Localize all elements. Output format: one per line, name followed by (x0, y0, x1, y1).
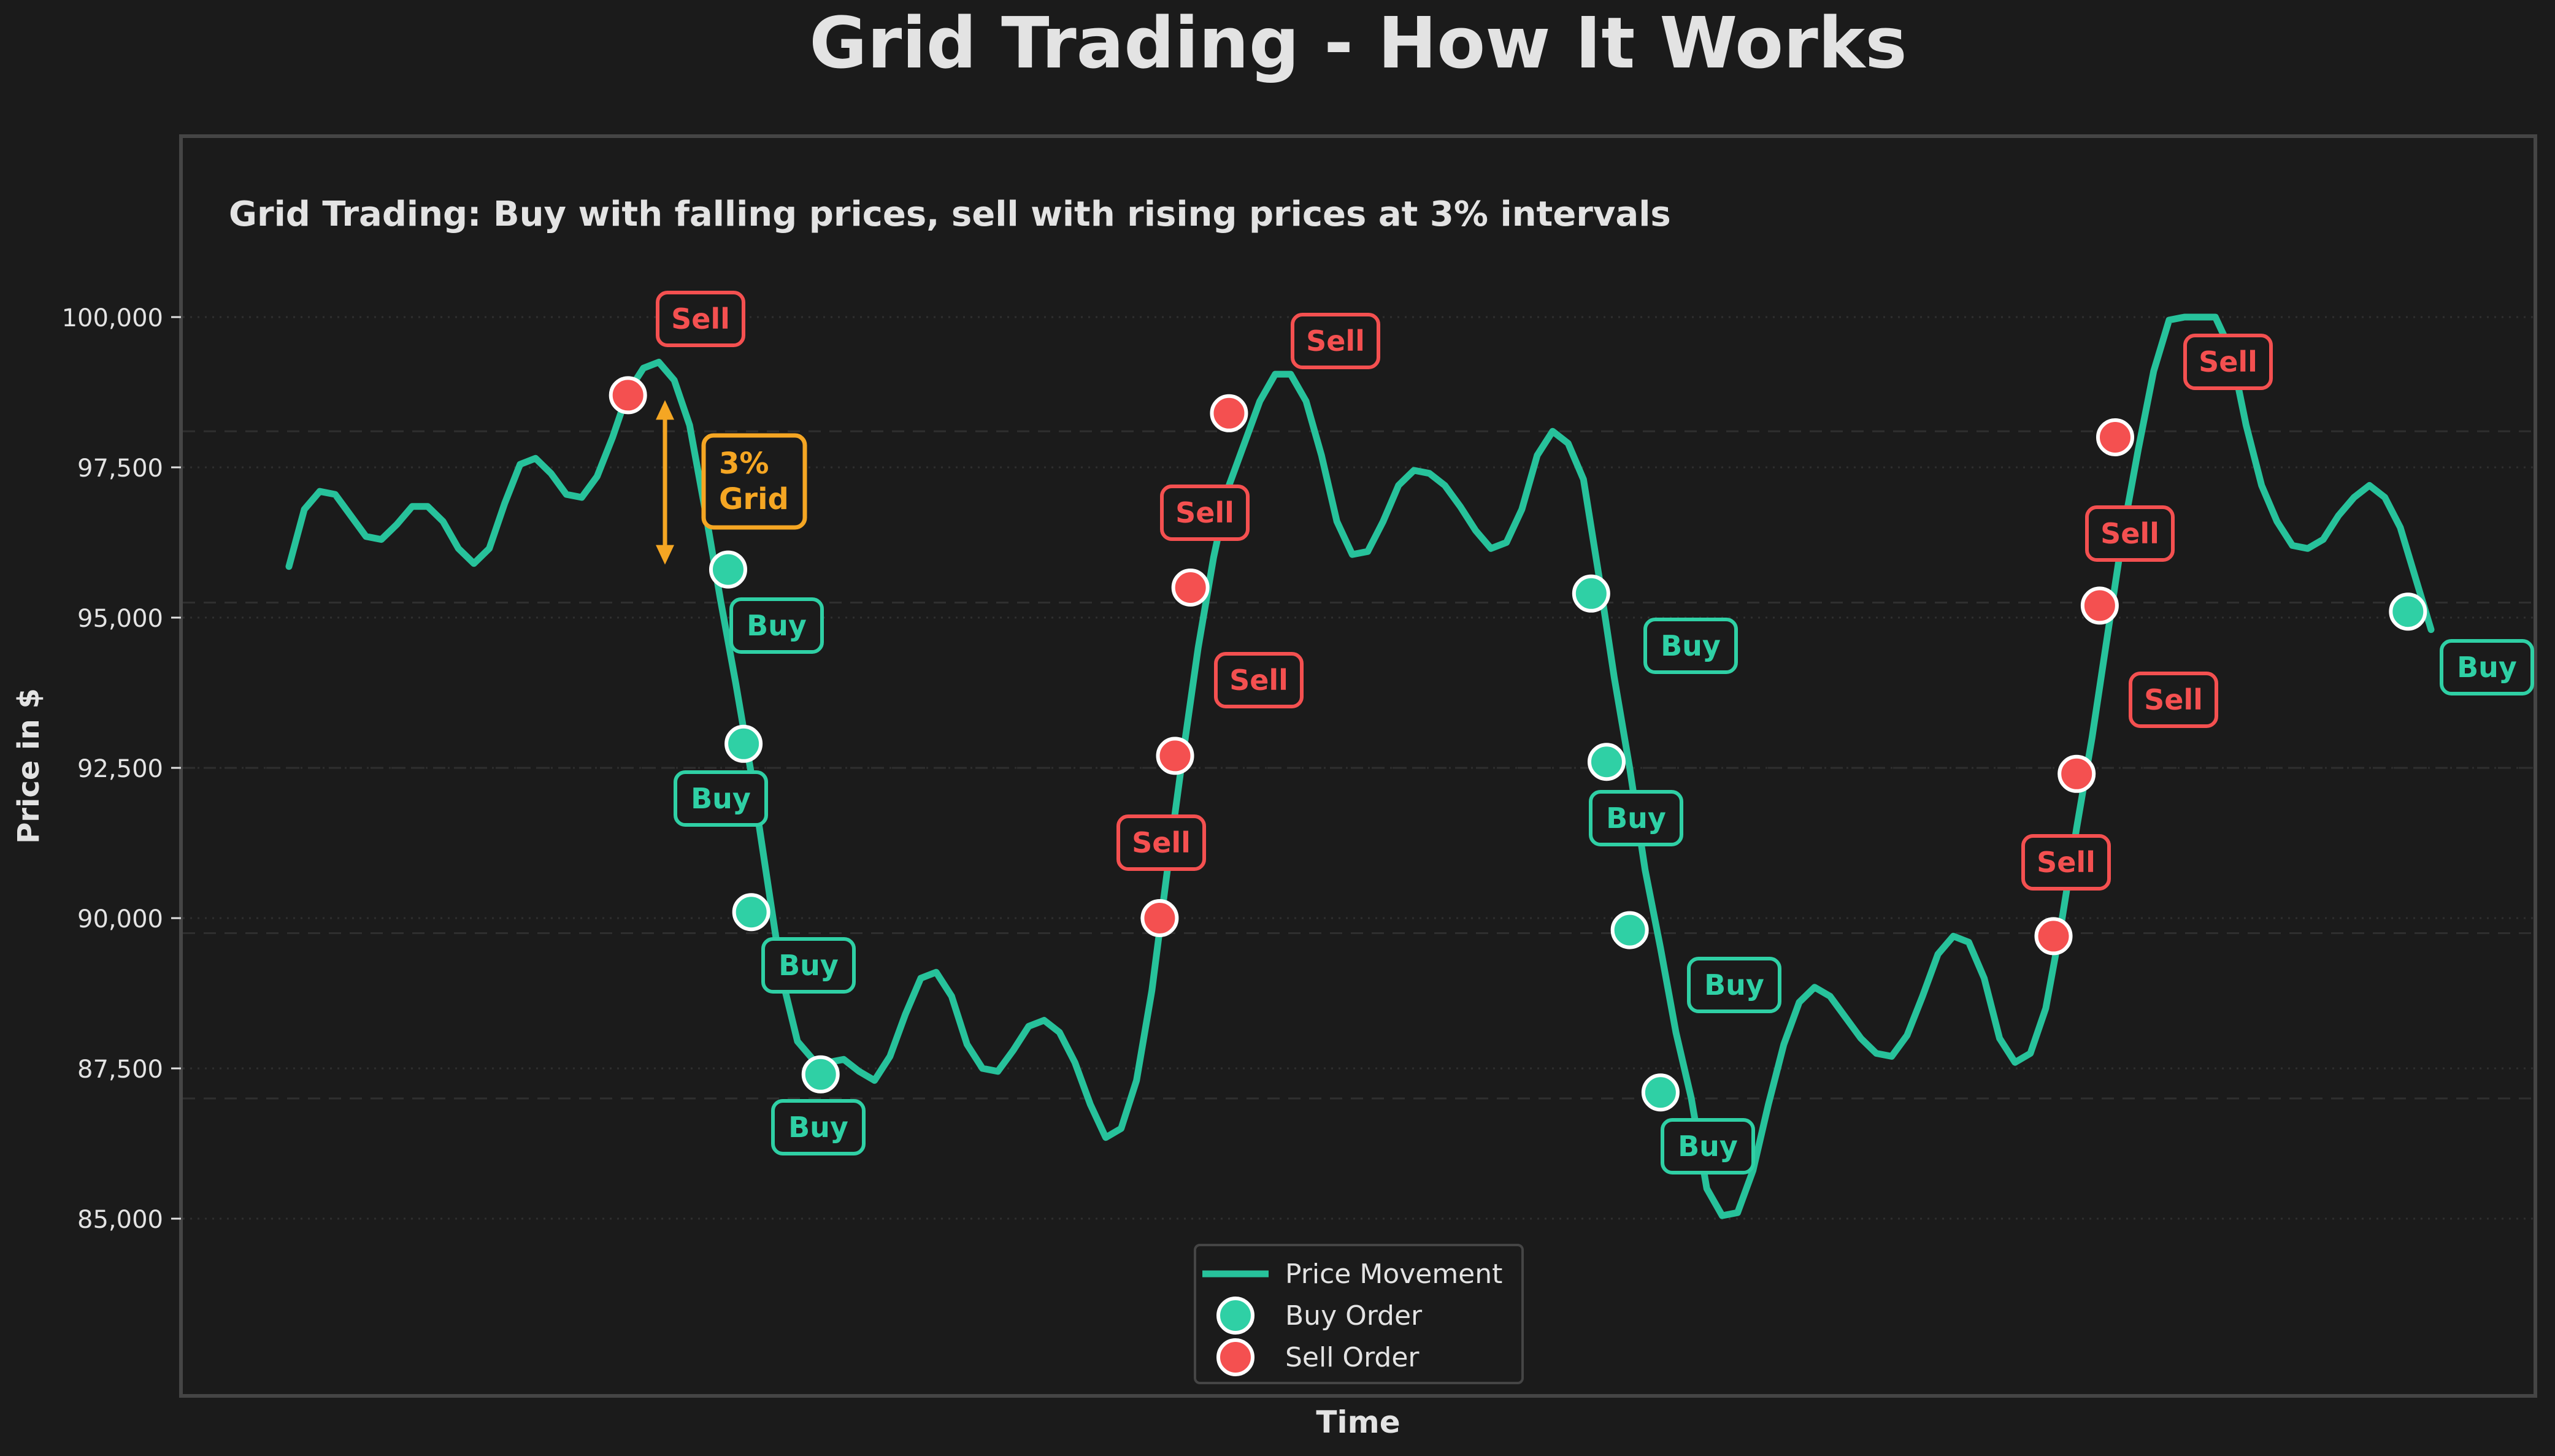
buy-order-label-text: Buy (778, 949, 839, 982)
sell-order-label-text: Sell (2100, 517, 2159, 550)
sell-order-marker (1156, 737, 1194, 775)
buy-order-label-box (761, 937, 856, 994)
legend-frame (1194, 1244, 1524, 1384)
y-tick-label: 85,000 (77, 1206, 163, 1234)
legend-label: Buy Order (1285, 1300, 1423, 1331)
sell-order-label-box (2021, 834, 2111, 891)
grid-arrow-head-top (656, 400, 674, 420)
buy-order-marker (1610, 911, 1649, 949)
buy-order-marker (1641, 1073, 1680, 1112)
buy-order-label-text: Buy (691, 782, 751, 815)
grid-annotation-text: 3% (719, 446, 769, 481)
sell-order-marker (1140, 899, 1179, 937)
grid-annotation-box (701, 433, 807, 530)
legend-swatch-marker (1216, 1338, 1254, 1376)
buy-order-marker (1572, 574, 1610, 613)
sell-order-label-box (656, 291, 745, 347)
sell-order-marker (2034, 917, 2073, 956)
y-axis-label: Price in $ (12, 688, 46, 844)
buy-order-label-box (674, 770, 768, 827)
sell-order-marker (2096, 418, 2134, 456)
buy-order-label-box (2440, 639, 2534, 695)
buy-order-label-box (729, 597, 824, 654)
y-tick-label: 100,000 (62, 304, 163, 332)
buy-order-label-box (771, 1099, 866, 1155)
buy-order-marker (724, 724, 763, 763)
sell-order-label-box (1291, 313, 1380, 369)
buy-order-label-box (1687, 957, 1781, 1013)
buy-order-label-text: Buy (2457, 651, 2517, 684)
sell-order-marker (2057, 754, 2096, 793)
sell-order-label-box (1214, 652, 1304, 708)
plot-area (179, 134, 2537, 1398)
buy-order-marker (1587, 743, 1626, 781)
sell-order-label-text: Sell (2144, 683, 2203, 716)
buy-order-label-text: Buy (1678, 1130, 1738, 1163)
sell-order-label-box (2085, 505, 2175, 562)
sell-order-label-text: Sell (1306, 324, 1365, 358)
sell-order-label-box (2129, 672, 2218, 728)
buy-order-label-box (1643, 618, 1738, 674)
grid-annotation-text: Grid (719, 482, 789, 516)
figure-title: Grid Trading - How It Works (809, 2, 1907, 85)
sell-order-label-box (1116, 814, 1206, 871)
order-markers (609, 376, 2427, 1112)
buy-order-label-text: Buy (1704, 968, 1764, 1002)
sell-order-label-text: Sell (2199, 345, 2257, 378)
order-labels: Buy Buy Buy Buy Buy Buy Buy Buy Buy Sell Sell Sell S… (656, 291, 2534, 1174)
y-tick-label: 97,500 (77, 454, 163, 483)
sell-order-label-text: Sell (1175, 496, 1234, 529)
buy-order-marker (801, 1055, 840, 1094)
legend: Price Movement Buy Order Sell Order (1194, 1244, 1524, 1384)
legend-label: Price Movement (1285, 1259, 1502, 1290)
sell-order-marker (2080, 586, 2119, 625)
buy-order-marker (2389, 592, 2427, 631)
y-tick-label: 90,000 (77, 905, 163, 933)
chart-title: Grid Trading: Buy with falling prices, s… (229, 194, 1671, 234)
buy-order-label-text: Buy (747, 609, 807, 642)
x-axis-label: Time (1316, 1404, 1400, 1440)
sell-order-label-box (1160, 485, 1250, 541)
buy-order-label-box (1661, 1118, 1755, 1174)
grid-annotation: 3%Grid (656, 400, 807, 565)
legend-swatch-marker (1216, 1297, 1254, 1335)
sell-order-label-text: Sell (1229, 664, 1288, 697)
buy-order-label-text: Buy (1606, 802, 1666, 835)
buy-order-label-box (1589, 790, 1683, 846)
sell-order-label-text: Sell (2037, 846, 2096, 879)
buy-order-label-text: Buy (788, 1111, 848, 1144)
buy-order-marker (709, 550, 747, 589)
sell-order-label-box (2183, 334, 2273, 390)
sell-order-marker (1171, 569, 1210, 607)
y-tick-label: 92,500 (77, 755, 163, 783)
y-tick-label: 87,500 (77, 1056, 163, 1084)
y-tick-label: 95,000 (77, 605, 163, 633)
sell-order-marker (1210, 394, 1248, 432)
sell-order-marker (609, 376, 647, 415)
y-axis: 85,000 87,500 90,000 92,500 95,000 97,500 100,… (62, 304, 181, 1234)
gridlines (183, 316, 2534, 1220)
sell-order-label-text: Sell (1132, 826, 1191, 859)
grid-arrow-head-bottom (656, 545, 674, 565)
legend-label: Sell Order (1285, 1342, 1420, 1373)
buy-order-label-text: Buy (1661, 629, 1721, 662)
sell-order-label-text: Sell (671, 302, 730, 335)
buy-order-marker (732, 893, 770, 932)
